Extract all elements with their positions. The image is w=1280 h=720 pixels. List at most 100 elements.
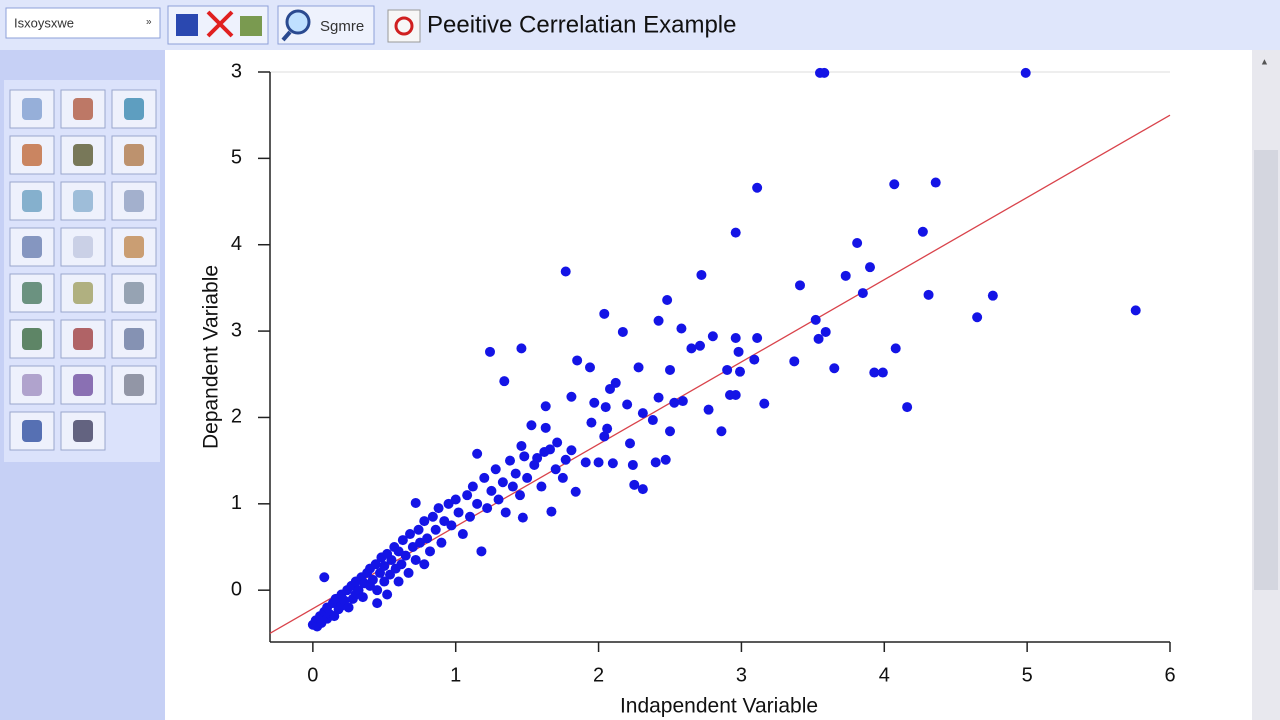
scatter-point <box>467 481 478 492</box>
y-tick-label: 0 <box>231 578 242 600</box>
scatter-point <box>580 457 591 468</box>
scatter-point <box>665 364 675 375</box>
scatter-point <box>865 262 875 273</box>
x-tick-label: 2 <box>593 664 604 686</box>
magnifier-icon <box>285 9 311 35</box>
scatter-point <box>436 537 447 548</box>
x-tick-label: 0 <box>307 664 318 686</box>
tool-icon[interactable] <box>9 319 55 359</box>
scatter-point <box>560 454 571 465</box>
y-tick-label: 2 <box>231 406 242 428</box>
scatter-point <box>550 464 561 475</box>
scatter-point <box>686 343 697 354</box>
scroll-thumb[interactable] <box>1254 150 1278 590</box>
scatter-point <box>629 479 640 490</box>
tool-icon-art <box>73 98 93 120</box>
scatter-point <box>707 331 718 342</box>
tool-icon <box>176 14 198 36</box>
scatter-point <box>570 486 581 497</box>
scatter-point <box>752 333 763 343</box>
tool-icon[interactable] <box>111 135 157 175</box>
scatter-point <box>722 364 733 375</box>
x-tick-label: 3 <box>736 664 747 686</box>
tool-icon-art <box>73 328 93 350</box>
scatter-point <box>497 477 508 488</box>
scatter-point <box>382 589 393 600</box>
scatter-point <box>840 270 851 281</box>
tool-icon[interactable] <box>9 365 55 405</box>
scatter-point <box>386 554 397 565</box>
scatter-point <box>372 598 383 609</box>
app-icon-mark <box>394 16 414 36</box>
scatter-point <box>499 376 510 387</box>
scatter-point <box>410 497 421 508</box>
scatter-point <box>422 533 433 544</box>
scatter-point <box>627 459 638 470</box>
scatter-point <box>472 448 483 459</box>
scatter-point <box>453 507 464 518</box>
scatter-point <box>617 326 628 337</box>
scatter-point <box>566 445 577 456</box>
scatter-point <box>637 408 648 419</box>
scatter-point <box>665 426 675 437</box>
scatter-point <box>749 354 760 365</box>
scatter-point <box>605 383 615 394</box>
scroll-up[interactable]: ▲ <box>1260 56 1269 66</box>
scatter-point <box>633 362 644 373</box>
scatter-point <box>987 290 998 301</box>
scatter-point <box>462 490 473 501</box>
scatter-point <box>730 390 741 400</box>
tool-icon-art <box>73 420 93 442</box>
tool-icon-art <box>73 282 93 304</box>
scatter-point <box>730 333 741 343</box>
scatter-point <box>370 559 381 570</box>
scatter-point <box>733 346 744 357</box>
tool-icon-art <box>22 420 42 442</box>
tool-icon-art <box>73 190 93 212</box>
scatter-point <box>372 585 383 596</box>
scatter-point <box>522 472 533 483</box>
scatter-point <box>813 333 824 344</box>
tool-icon-art <box>22 190 42 212</box>
scatter-point <box>660 454 671 465</box>
scatter-point <box>482 503 493 514</box>
scatter-point <box>430 524 441 535</box>
search-icon[interactable]: » <box>146 17 152 28</box>
scatter-point <box>716 426 727 437</box>
tool-icon[interactable] <box>9 273 55 313</box>
tool-icon-art <box>124 190 144 212</box>
search-box[interactable] <box>5 7 161 39</box>
tool-icon[interactable] <box>9 89 55 129</box>
scatter-point <box>400 550 411 561</box>
scatter-point <box>703 404 714 415</box>
scatter-point <box>676 323 687 334</box>
scatter-point <box>752 182 763 193</box>
scatter-point <box>486 485 497 496</box>
scatter-point <box>730 227 741 238</box>
scatter-point <box>599 308 610 319</box>
tool-icon-art <box>124 328 144 350</box>
scatter-point <box>585 362 595 373</box>
scatter-point <box>379 576 390 587</box>
scatter-point <box>560 266 571 277</box>
scatter-point <box>472 498 483 509</box>
scatter-point <box>493 494 504 505</box>
tool-icon-art <box>22 144 42 166</box>
scatter-point <box>536 481 547 492</box>
tool-icon[interactable] <box>111 227 157 267</box>
scatter-point <box>810 314 821 325</box>
x-tick-label: 1 <box>450 664 461 686</box>
scatter-point <box>410 554 421 565</box>
app-icon[interactable] <box>387 9 421 43</box>
scatter-point <box>510 468 521 479</box>
scatter-point <box>505 455 515 466</box>
scatter-point <box>1020 67 1031 78</box>
chart-title: Peeitive Cerrelatian Example <box>427 11 736 38</box>
scatter-point <box>515 490 525 501</box>
scatter-point <box>789 356 800 367</box>
scatter-point <box>319 572 330 583</box>
tool-icon-art <box>124 144 144 166</box>
scatter-point <box>599 431 610 442</box>
